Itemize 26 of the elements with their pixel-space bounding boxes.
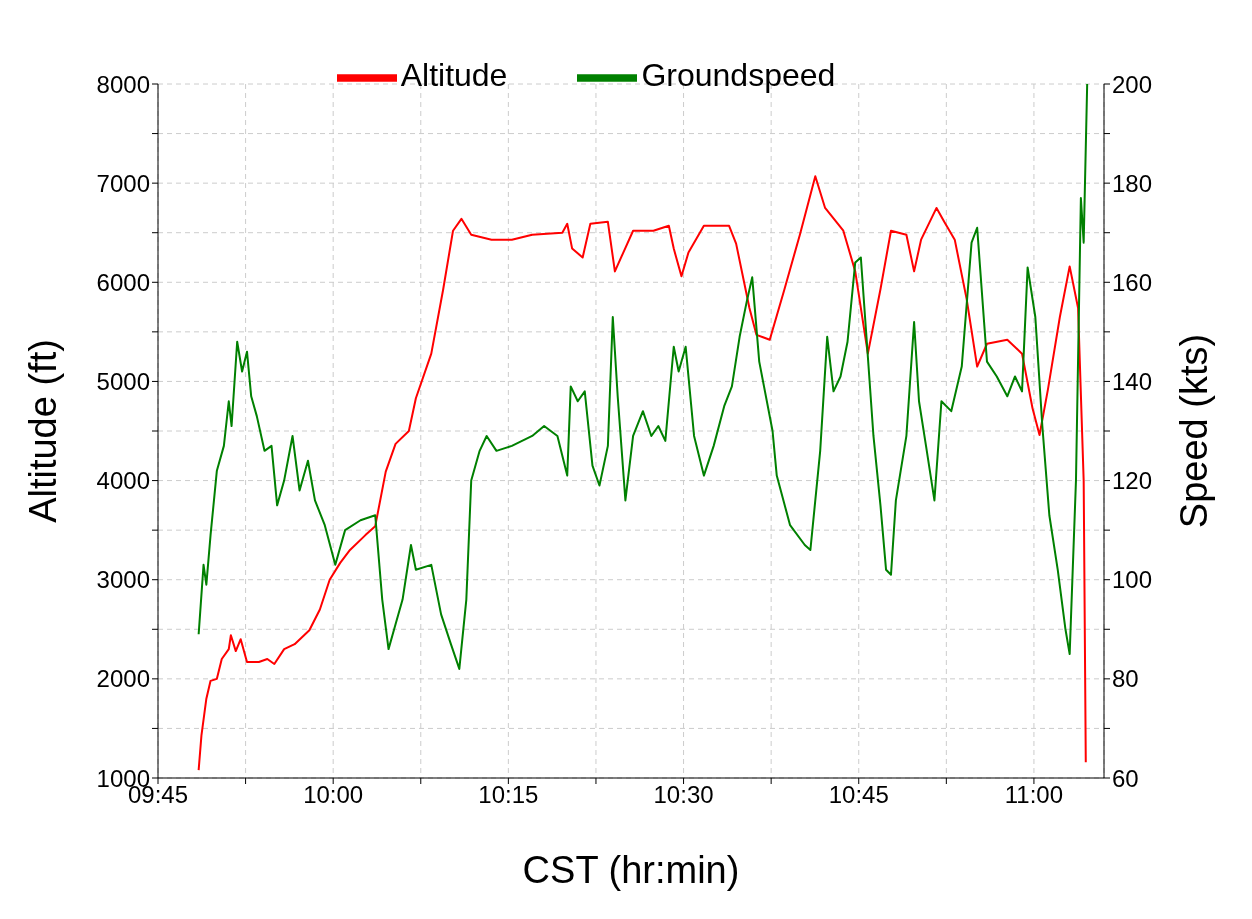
y2-tick-label: 100 <box>1112 566 1153 594</box>
y2-tick-label: 80 <box>1112 665 1139 693</box>
y2-tick-label: 120 <box>1112 467 1153 495</box>
x-axis-title: CST (hr:min) <box>522 849 740 891</box>
y-tick-label: 7000 <box>96 169 150 197</box>
y2-tick-label: 180 <box>1112 169 1153 197</box>
y2-tick-label: 160 <box>1112 268 1153 296</box>
y-tick-label: 8000 <box>96 70 150 98</box>
y2-tick-label: 60 <box>1112 764 1139 792</box>
y-tick-label: 5000 <box>96 367 150 395</box>
x-tick-label: 10:30 <box>653 781 714 809</box>
y2-tick-label: 140 <box>1112 367 1153 395</box>
y-tick-label: 6000 <box>96 268 150 296</box>
legend-label: Groundspeed <box>641 57 836 94</box>
y-axis-title: Altitude (ft) <box>22 339 65 523</box>
y2-tick-label: 200 <box>1112 70 1153 98</box>
legend-label: Altitude <box>400 57 508 94</box>
line-series <box>197 175 1087 772</box>
x-tick-label: 10:45 <box>828 781 889 809</box>
y-tick-label: 3000 <box>96 566 150 594</box>
x-tick-label: 10:00 <box>303 781 364 809</box>
x-tick-label: 11:00 <box>1004 781 1064 809</box>
y2-axis-title: Speed (kts) <box>1173 333 1216 529</box>
x-tick-label: 10:15 <box>478 781 539 809</box>
y-tick-label: 4000 <box>96 467 150 495</box>
y-tick-label: 2000 <box>96 665 150 693</box>
